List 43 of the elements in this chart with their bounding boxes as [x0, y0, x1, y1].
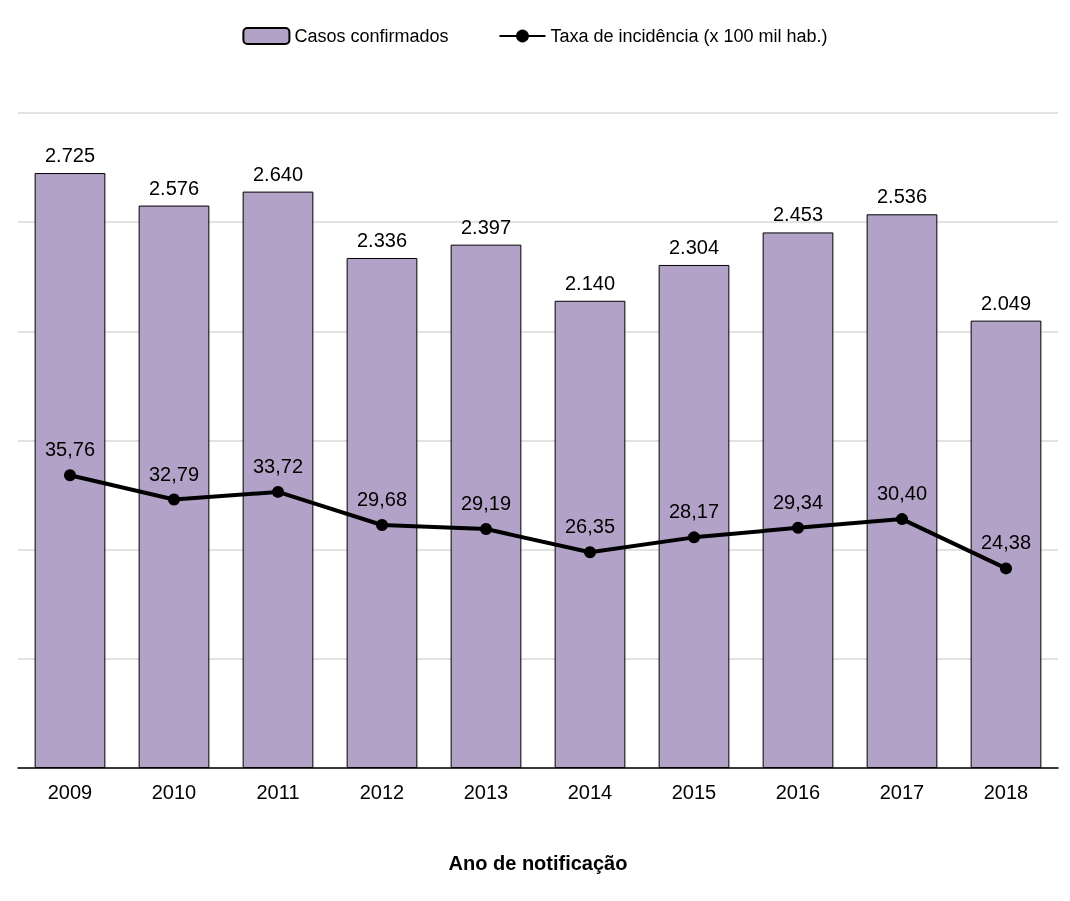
legend-label: Casos confirmados	[294, 26, 449, 46]
x-tick-label: 2014	[567, 781, 613, 803]
point	[272, 485, 284, 498]
data-label: 32,79	[148, 462, 200, 485]
point	[376, 519, 388, 531]
point	[168, 493, 180, 506]
data-label: 2.304	[668, 235, 720, 258]
x-tick-label: 2010	[151, 781, 197, 803]
data-label: 2.640	[252, 162, 304, 185]
x-tick-label: 2016	[775, 781, 821, 803]
data-label: 2.453	[772, 203, 824, 226]
point	[480, 523, 492, 535]
data-label: 30,40	[876, 482, 928, 505]
data-label: 2.725	[44, 144, 96, 167]
x-tick-label: 2018	[983, 781, 1029, 803]
point	[688, 531, 700, 544]
x-axis-title: Ano de notificação	[448, 852, 628, 874]
data-label: 2.049	[980, 291, 1032, 314]
data-label: 33,72	[252, 454, 304, 477]
point	[584, 546, 596, 559]
point	[896, 513, 908, 526]
point	[792, 521, 804, 534]
x-tick-label: 2013	[463, 781, 509, 803]
x-tick-label: 2015	[671, 781, 717, 803]
point	[1000, 562, 1012, 575]
data-label: 2.140	[564, 271, 616, 294]
data-label: 2.336	[356, 228, 408, 251]
legend-label: Taxa de incidência (x 100 mil hab.)	[550, 26, 828, 46]
point	[64, 469, 76, 482]
data-label: 24,38	[980, 531, 1032, 554]
x-tick-label: 2011	[256, 781, 300, 803]
data-label: 35,76	[44, 438, 96, 461]
data-label: 29,68	[356, 487, 408, 510]
x-tick-label: 2012	[359, 781, 405, 803]
x-tick-label: 2017	[879, 781, 925, 803]
data-label: 28,17	[668, 500, 720, 523]
data-label: 29,34	[772, 490, 824, 513]
data-label: 26,35	[564, 515, 616, 538]
x-tick-label: 2009	[47, 781, 93, 803]
data-label: 2.397	[460, 215, 512, 238]
data-label: 2.576	[148, 176, 200, 199]
data-label: 29,19	[460, 492, 512, 515]
data-label: 2.536	[876, 185, 928, 208]
